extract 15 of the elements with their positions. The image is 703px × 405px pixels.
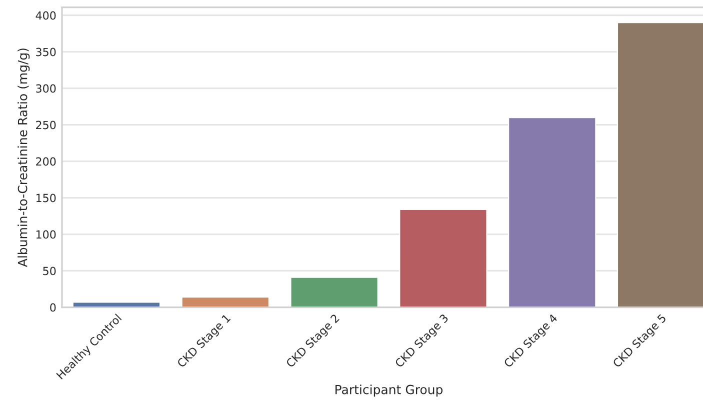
x-axis-title: Participant Group <box>336 384 443 397</box>
y-tick-label: 400 <box>36 11 56 20</box>
y-tick-label: 0 <box>50 303 56 312</box>
y-tick-label: 250 <box>36 120 56 130</box>
y-axis-title: Albumin-to-Creatinine Ratio (mg/g) <box>18 48 30 268</box>
bar <box>399 208 488 308</box>
y-tick-label: 100 <box>36 230 56 239</box>
bar <box>290 276 378 308</box>
y-tick-label: 200 <box>36 157 56 166</box>
y-tick-label: 300 <box>36 84 56 93</box>
bar <box>181 296 270 308</box>
y-tick-label: 150 <box>36 194 56 202</box>
y-tick-label: 50 <box>43 266 56 276</box>
y-tick-label: 350 <box>36 48 56 56</box>
bar <box>508 116 596 308</box>
